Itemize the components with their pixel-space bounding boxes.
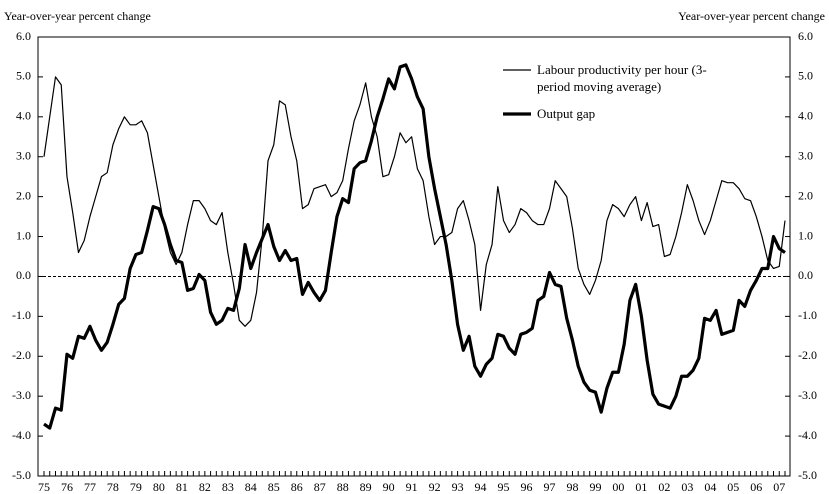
x-tick-label: 83 — [222, 480, 234, 494]
y-tick-label: -2.0 — [12, 348, 31, 362]
plot-frame — [37, 36, 791, 477]
y-tick-label: -3.0 — [12, 388, 31, 402]
y2-tick-label: 3.0 — [798, 148, 813, 162]
x-tick-label: 01 — [635, 480, 647, 494]
y-tick-label: 6.0 — [16, 29, 31, 43]
series-line — [43, 76, 786, 327]
x-tick-label: 96 — [521, 480, 533, 494]
x-tick-label: 85 — [268, 480, 280, 494]
y2-tick-label: 1.0 — [798, 228, 813, 242]
y2-tick-label: -5.0 — [798, 468, 817, 482]
x-tick-label: 04 — [704, 480, 716, 494]
y-tick-label: 5.0 — [16, 69, 31, 83]
y2-tick-label: -4.0 — [798, 428, 817, 442]
y2-tick-label: 0.0 — [798, 268, 813, 282]
y-tick-label: 2.0 — [16, 188, 31, 202]
x-tick-label: 77 — [84, 480, 96, 494]
y2-tick-label: -3.0 — [798, 388, 817, 402]
y2-tick-label: 5.0 — [798, 69, 813, 83]
y-tick-label: 1.0 — [16, 228, 31, 242]
x-tick-label: 00 — [612, 480, 624, 494]
y-axis-label: Year-over-year percent change — [4, 9, 151, 23]
y2-tick-label: -1.0 — [798, 308, 817, 322]
y2-tick-label: 4.0 — [798, 109, 813, 123]
y-tick-label: -1.0 — [12, 308, 31, 322]
legend-label: Output gap — [537, 106, 596, 121]
x-tick-label: 81 — [176, 480, 188, 494]
y2-axis-label: Year-over-year percent change — [678, 9, 825, 23]
y-tick-label: -4.0 — [12, 428, 31, 442]
x-tick-label: 87 — [314, 480, 326, 494]
x-tick-label: 93 — [452, 480, 464, 494]
x-tick-label: 80 — [153, 480, 165, 494]
x-tick-label: 99 — [589, 480, 601, 494]
x-tick-label: 03 — [681, 480, 693, 494]
y2-tick-label: 2.0 — [798, 188, 813, 202]
x-tick-label: 75 — [38, 480, 50, 494]
x-tick-label: 89 — [360, 480, 372, 494]
x-tick-label: 78 — [107, 480, 119, 494]
x-tick-label: 05 — [727, 480, 739, 494]
legend-label: Labour productivity per hour (3-period m… — [537, 62, 707, 94]
x-tick-label: 95 — [498, 480, 510, 494]
y-tick-label: 4.0 — [16, 109, 31, 123]
series-line — [43, 63, 786, 430]
x-tick-label: 79 — [130, 480, 142, 494]
y-tick-label: 0.0 — [16, 268, 31, 282]
x-tick-label: 88 — [337, 480, 349, 494]
y2-tick-label: -2.0 — [798, 348, 817, 362]
x-tick-label: 06 — [750, 480, 762, 494]
x-tick-label: 98 — [566, 480, 578, 494]
x-tick-label: 97 — [543, 480, 555, 494]
x-tick-label: 02 — [658, 480, 670, 494]
x-tick-label: 92 — [429, 480, 441, 494]
x-tick-label: 76 — [61, 480, 73, 494]
x-tick-label: 84 — [245, 480, 257, 494]
x-tick-label: 94 — [475, 480, 487, 494]
x-tick-label: 91 — [406, 480, 418, 494]
y-tick-label: 3.0 — [16, 148, 31, 162]
y2-tick-label: 6.0 — [798, 29, 813, 43]
y-tick-label: -5.0 — [12, 468, 31, 482]
x-tick-label: 07 — [773, 480, 785, 494]
x-tick-label: 90 — [383, 480, 395, 494]
x-tick-label: 82 — [199, 480, 211, 494]
x-tick-label: 86 — [291, 480, 303, 494]
